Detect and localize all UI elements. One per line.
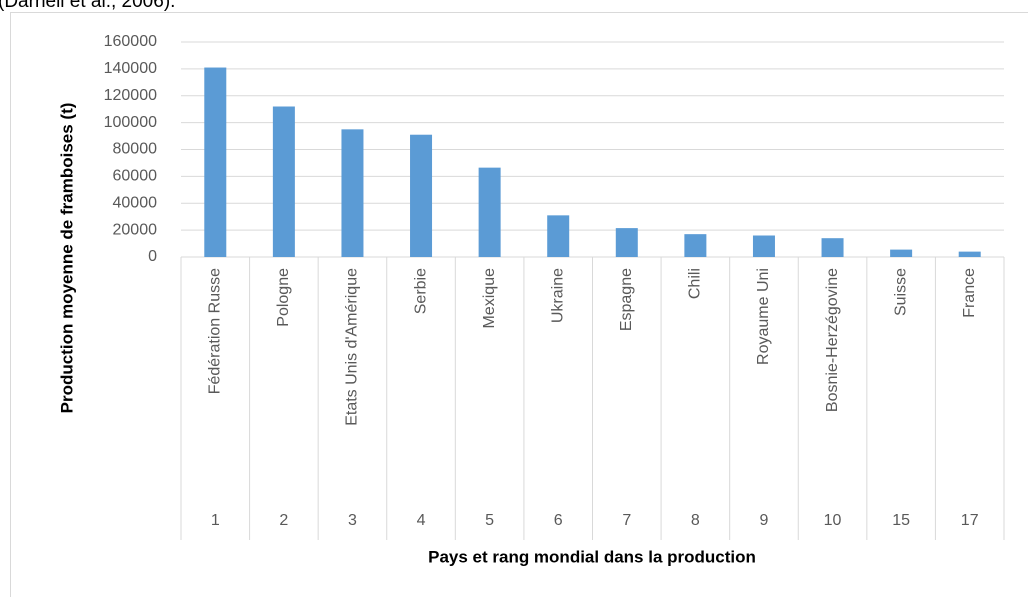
- bar: [204, 67, 227, 257]
- rank-label: 1: [211, 512, 220, 529]
- rank-label: 3: [348, 512, 357, 529]
- y-tick-label: 140000: [104, 60, 157, 77]
- rank-label: 4: [417, 512, 426, 529]
- x-tick-label: Suisse: [892, 268, 909, 316]
- y-axis-title: Production moyenne de framboises (t): [57, 103, 76, 414]
- x-tick-label: Etats Unis d'Amérique: [344, 268, 361, 426]
- rank-label: 8: [691, 512, 700, 529]
- bar: [478, 167, 501, 257]
- x-tick-label: Royaume Uni: [755, 268, 772, 365]
- rank-label: 6: [554, 512, 563, 529]
- rank-label: 7: [622, 512, 631, 529]
- bar: [821, 238, 844, 257]
- x-axis-title: Pays et rang mondial dans la production: [428, 547, 756, 566]
- bar: [615, 228, 638, 257]
- bar: [410, 134, 433, 257]
- y-tick-label: 100000: [104, 114, 157, 131]
- x-tick-label: Ukraine: [549, 268, 566, 323]
- rank-label: 2: [279, 512, 288, 529]
- bar: [272, 106, 295, 257]
- bar: [958, 251, 981, 257]
- bar: [684, 234, 707, 257]
- bar: [890, 249, 913, 257]
- y-tick-label: 60000: [113, 168, 158, 185]
- bar: [547, 215, 570, 257]
- x-tick-label: Mexique: [481, 268, 498, 329]
- rank-label: 5: [485, 512, 494, 529]
- y-tick-label: 20000: [113, 221, 158, 238]
- y-tick-label: 160000: [104, 33, 157, 50]
- bar: [752, 235, 775, 257]
- y-tick-label: 120000: [104, 87, 157, 104]
- rank-label: 10: [824, 512, 842, 529]
- rank-label: 15: [892, 512, 910, 529]
- y-tick-label: 40000: [113, 194, 158, 211]
- x-tick-label: Fédération Russe: [207, 268, 224, 394]
- x-tick-label: Serbie: [412, 268, 429, 314]
- bar: [341, 129, 364, 257]
- y-tick-label: 0: [148, 248, 157, 265]
- rank-label: 17: [961, 512, 979, 529]
- rank-label: 9: [760, 512, 769, 529]
- chart-frame: [10, 12, 1028, 597]
- x-tick-label: Pologne: [275, 268, 292, 327]
- y-tick-label: 80000: [113, 141, 158, 158]
- x-tick-label: Chili: [687, 268, 704, 299]
- note: (Darnell et al., 2006).: [0, 0, 175, 12]
- x-tick-label: France: [961, 268, 978, 318]
- x-tick-label: Bosnie-Herzégovine: [824, 268, 841, 412]
- x-tick-label: Espagne: [618, 268, 635, 331]
